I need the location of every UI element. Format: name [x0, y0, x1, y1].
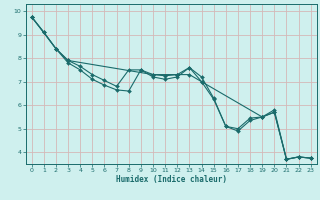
X-axis label: Humidex (Indice chaleur): Humidex (Indice chaleur) [116, 175, 227, 184]
